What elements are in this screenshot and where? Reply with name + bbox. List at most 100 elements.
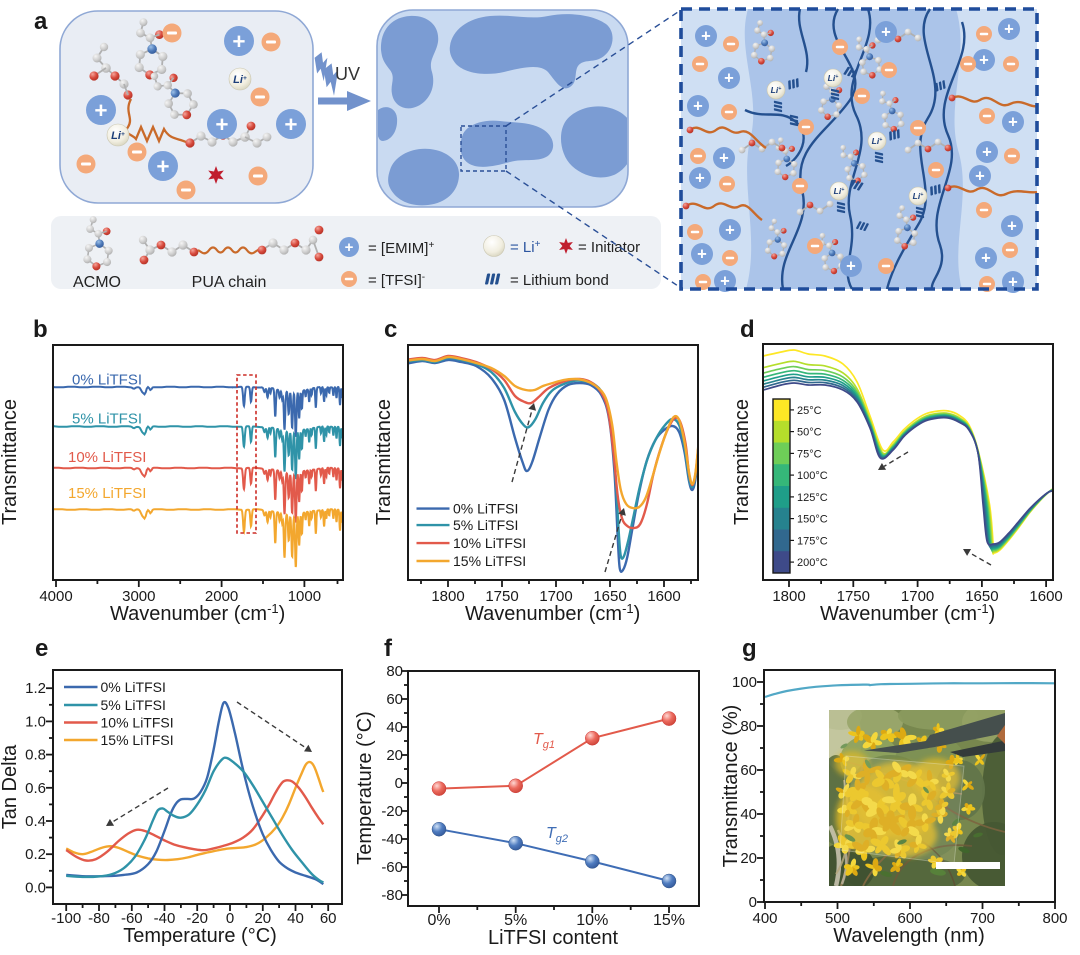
svg-text:+: + [724, 70, 734, 88]
svg-text:10%: 10% [576, 912, 608, 929]
svg-text:20: 20 [386, 747, 403, 764]
svg-text:0% LiTFSI: 0% LiTFSI [72, 372, 142, 389]
svg-text:+: + [215, 112, 228, 137]
svg-text:+: + [232, 29, 245, 54]
svg-text:-20: -20 [186, 910, 208, 927]
svg-text:600: 600 [897, 910, 922, 927]
svg-text:500: 500 [825, 910, 850, 927]
svg-text:Wavenumber (cm-1): Wavenumber (cm-1) [110, 601, 285, 626]
svg-text:-60: -60 [121, 910, 143, 927]
svg-text:200°C: 200°C [797, 557, 828, 569]
svg-text:0% LiTFSI: 0% LiTFSI [453, 500, 518, 516]
svg-text:-100: -100 [51, 910, 81, 927]
svg-text:1700: 1700 [901, 588, 934, 605]
svg-text:100: 100 [732, 674, 757, 691]
svg-text:175°C: 175°C [797, 535, 828, 547]
svg-text:0.2: 0.2 [25, 846, 46, 863]
svg-text:+: + [345, 239, 354, 256]
svg-text:15% LiTFSI: 15% LiTFSI [101, 732, 174, 748]
svg-text:60: 60 [386, 691, 403, 708]
svg-text:Li+: Li+ [913, 191, 924, 201]
svg-text:0%: 0% [427, 912, 450, 929]
svg-text:+: + [975, 168, 985, 186]
svg-text:1700: 1700 [539, 588, 572, 605]
svg-text:e: e [35, 635, 48, 662]
svg-text:+: + [1008, 274, 1018, 292]
svg-text:+: + [981, 250, 991, 268]
svg-text:+: + [881, 24, 891, 42]
svg-text:+: + [697, 246, 707, 264]
svg-text:Temperature (°C): Temperature (°C) [354, 711, 376, 865]
svg-text:Transmittance: Transmittance [731, 399, 753, 525]
svg-text:-20: -20 [381, 803, 403, 820]
svg-text:1.0: 1.0 [25, 713, 46, 730]
svg-text:LiTFSI content: LiTFSI content [488, 927, 619, 949]
svg-text:-60: -60 [381, 859, 403, 876]
svg-text:0: 0 [226, 910, 234, 927]
svg-text:50°C: 50°C [797, 427, 822, 439]
svg-text:1800: 1800 [431, 588, 464, 605]
svg-text:= [TFSI]-: = [TFSI]- [368, 272, 425, 290]
svg-text:UV: UV [335, 64, 360, 84]
svg-text:5%: 5% [504, 912, 527, 929]
svg-text:5% LiTFSI: 5% LiTFSI [453, 517, 518, 533]
svg-text:+: + [94, 98, 107, 123]
svg-text:PUA chain: PUA chain [192, 274, 267, 291]
svg-text:-80: -80 [381, 887, 403, 904]
svg-text:40: 40 [287, 910, 304, 927]
svg-text:b: b [33, 316, 48, 343]
svg-text:Transmittance: Transmittance [373, 399, 395, 525]
svg-text:+: + [725, 222, 735, 240]
svg-text:+: + [701, 28, 711, 46]
svg-text:+: + [284, 112, 297, 137]
svg-text:= [EMIM]+: = [EMIM]+ [368, 240, 434, 258]
svg-text:+: + [695, 170, 705, 188]
svg-text:Transmittance: Transmittance [0, 399, 21, 525]
svg-text:+: + [693, 98, 703, 116]
svg-text:5% LiTFSI: 5% LiTFSI [101, 697, 166, 713]
svg-text:60: 60 [320, 910, 337, 927]
svg-text:15% LiTFSI: 15% LiTFSI [453, 553, 526, 569]
svg-text:+: + [846, 258, 856, 276]
svg-text:40: 40 [740, 806, 757, 823]
svg-text:1600: 1600 [1029, 588, 1062, 605]
svg-text:1600: 1600 [647, 588, 680, 605]
svg-text:0.0: 0.0 [25, 879, 46, 896]
svg-text:Li+: Li+ [834, 186, 845, 196]
svg-text:Wavelength (nm): Wavelength (nm) [833, 925, 985, 947]
svg-text:800: 800 [1042, 910, 1067, 927]
svg-text:1650: 1650 [965, 588, 998, 605]
svg-text:d: d [740, 316, 755, 343]
svg-text:3000: 3000 [122, 588, 155, 605]
svg-text:1650: 1650 [593, 588, 626, 605]
svg-text:Tan Delta: Tan Delta [0, 744, 21, 829]
svg-text:0: 0 [395, 775, 403, 792]
svg-text:+: + [1008, 114, 1018, 132]
svg-text:20: 20 [740, 850, 757, 867]
svg-text:= Li+: = Li+ [510, 239, 541, 257]
svg-text:Temperature (°C): Temperature (°C) [123, 925, 277, 947]
svg-text:4000: 4000 [39, 588, 72, 605]
svg-text:60: 60 [740, 762, 757, 779]
svg-text:+: + [982, 144, 992, 162]
svg-text:40: 40 [386, 719, 403, 736]
svg-text:Transmittance (%): Transmittance (%) [720, 705, 742, 868]
svg-text:0.8: 0.8 [25, 747, 46, 764]
svg-text:0.6: 0.6 [25, 780, 46, 797]
svg-text:400: 400 [752, 910, 777, 927]
svg-text:+: + [1007, 218, 1017, 236]
svg-text:0% LiTFSI: 0% LiTFSI [101, 679, 166, 695]
svg-text:1750: 1750 [485, 588, 518, 605]
svg-text:+: + [720, 273, 730, 291]
svg-text:Wavenumber (cm-1): Wavenumber (cm-1) [820, 601, 995, 626]
svg-text:Li+: Li+ [828, 73, 839, 83]
svg-text:5% LiTFSI: 5% LiTFSI [72, 411, 142, 428]
svg-text:Li+: Li+ [771, 85, 782, 95]
svg-text:-40: -40 [154, 910, 176, 927]
svg-text:+: + [156, 154, 169, 179]
svg-text:-80: -80 [88, 910, 110, 927]
svg-text:g: g [742, 635, 757, 662]
svg-text:20: 20 [254, 910, 271, 927]
svg-text:125°C: 125°C [797, 492, 828, 504]
svg-text:ACMO: ACMO [73, 274, 121, 291]
